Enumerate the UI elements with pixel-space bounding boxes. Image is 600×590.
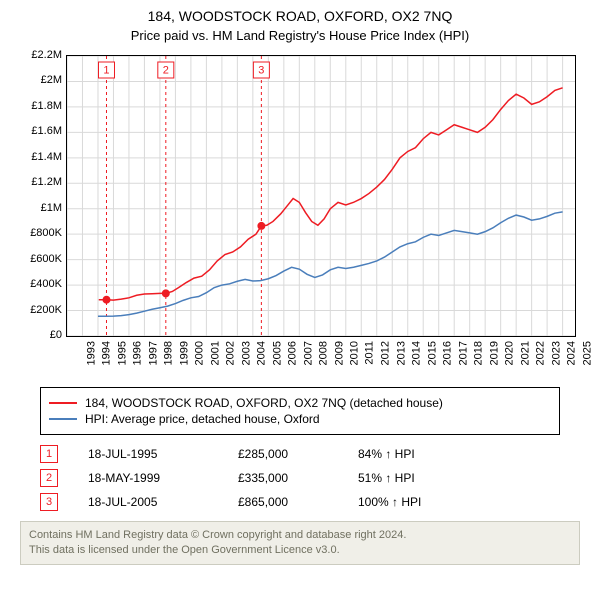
sale-dot-2 xyxy=(162,289,170,297)
sale-price: £865,000 xyxy=(238,495,358,509)
xtick-label: 2018 xyxy=(473,341,485,365)
footer-attribution: Contains HM Land Registry data © Crown c… xyxy=(20,521,580,565)
sale-label-text-3: 3 xyxy=(258,64,264,76)
xtick-label: 2025 xyxy=(581,341,593,365)
xtick-label: 2004 xyxy=(256,341,268,365)
ytick-label: £0 xyxy=(20,329,62,341)
ytick-label: £1.2M xyxy=(20,176,62,188)
ytick-label: £1.4M xyxy=(20,151,62,163)
sale-dot-1 xyxy=(102,296,110,304)
xtick-label: 1994 xyxy=(101,341,113,365)
xtick-label: 1993 xyxy=(85,341,97,365)
xtick-label: 2006 xyxy=(287,341,299,365)
legend-item-property: 184, WOODSTOCK ROAD, OXFORD, OX2 7NQ (de… xyxy=(49,396,551,410)
ytick-label: £2.2M xyxy=(20,49,62,61)
xtick-label: 1999 xyxy=(178,341,190,365)
plot-inner: 1 2 3 xyxy=(66,55,576,337)
legend: 184, WOODSTOCK ROAD, OXFORD, OX2 7NQ (de… xyxy=(40,387,560,435)
legend-label: 184, WOODSTOCK ROAD, OXFORD, OX2 7NQ (de… xyxy=(85,396,443,410)
sale-price: £285,000 xyxy=(238,447,358,461)
plot-svg: 1 2 3 xyxy=(67,56,575,336)
ytick-label: £400K xyxy=(20,278,62,290)
xtick-label: 1998 xyxy=(163,341,175,365)
legend-item-hpi: HPI: Average price, detached house, Oxfo… xyxy=(49,412,551,426)
ytick-label: £200K xyxy=(20,304,62,316)
chart-title-subtitle: Price paid vs. HM Land Registry's House … xyxy=(8,28,592,43)
sale-date: 18-JUL-1995 xyxy=(88,447,238,461)
chart-title-address: 184, WOODSTOCK ROAD, OXFORD, OX2 7NQ xyxy=(8,8,592,24)
legend-label: HPI: Average price, detached house, Oxfo… xyxy=(85,412,320,426)
sale-pct: 51% ↑ HPI xyxy=(358,471,458,485)
ytick-label: £600K xyxy=(20,253,62,265)
sale-marker-3: 3 xyxy=(40,493,58,511)
sales-table: 1 18-JUL-1995£285,00084% ↑ HPI 2 18-MAY-199… xyxy=(40,445,560,511)
ytick-label: £1.6M xyxy=(20,125,62,137)
sales-row-3: 3 18-JUL-2005£865,000100% ↑ HPI xyxy=(40,493,560,511)
footer-line-1: Contains HM Land Registry data © Crown c… xyxy=(29,528,571,543)
ytick-label: £800K xyxy=(20,227,62,239)
sale-price: £335,000 xyxy=(238,471,358,485)
ytick-label: £2M xyxy=(20,74,62,86)
chart-container: 184, WOODSTOCK ROAD, OXFORD, OX2 7NQ Pri… xyxy=(0,0,600,573)
xtick-label: 2012 xyxy=(380,341,392,365)
xtick-label: 2010 xyxy=(349,341,361,365)
xtick-label: 2017 xyxy=(457,341,469,365)
xtick-label: 2003 xyxy=(240,341,252,365)
sales-row-2: 2 18-MAY-1999£335,00051% ↑ HPI xyxy=(40,469,560,487)
sale-pct: 84% ↑ HPI xyxy=(358,447,458,461)
xtick-label: 2001 xyxy=(209,341,221,365)
xtick-label: 2000 xyxy=(194,341,206,365)
sale-marker-2: 2 xyxy=(40,469,58,487)
ytick-label: £1.8M xyxy=(20,100,62,112)
xtick-label: 2008 xyxy=(318,341,330,365)
xtick-label: 2011 xyxy=(363,341,375,365)
xtick-label: 2016 xyxy=(442,341,454,365)
xtick-label: 2020 xyxy=(504,341,516,365)
sale-pct: 100% ↑ HPI xyxy=(358,495,458,509)
ytick-label: £1M xyxy=(20,202,62,214)
xtick-label: 2019 xyxy=(488,341,500,365)
sale-dot-3 xyxy=(257,222,265,230)
footer-line-2: This data is licensed under the Open Gov… xyxy=(29,543,571,558)
xtick-label: 2023 xyxy=(550,341,562,365)
legend-swatch xyxy=(49,402,77,404)
xtick-label: 2005 xyxy=(271,341,283,365)
sale-label-text-2: 2 xyxy=(163,64,169,76)
xtick-label: 2009 xyxy=(333,341,345,365)
xtick-label: 1995 xyxy=(116,341,128,365)
sale-marker-1: 1 xyxy=(40,445,58,463)
plot-area: 1 2 3 £0 £200K £400K £600K £800K £1M £1.2M £1.4M £1… xyxy=(20,49,580,379)
xtick-label: 1997 xyxy=(147,341,159,365)
xtick-label: 2024 xyxy=(566,341,578,365)
sale-date: 18-MAY-1999 xyxy=(88,471,238,485)
xtick-label: 2015 xyxy=(426,341,438,365)
xtick-label: 2021 xyxy=(519,341,531,365)
xtick-label: 1996 xyxy=(132,341,144,365)
xtick-label: 2013 xyxy=(395,341,407,365)
legend-swatch xyxy=(49,418,77,420)
sale-label-text-1: 1 xyxy=(103,64,109,76)
sales-row-1: 1 18-JUL-1995£285,00084% ↑ HPI xyxy=(40,445,560,463)
xtick-label: 2002 xyxy=(225,341,237,365)
xtick-label: 2022 xyxy=(535,341,547,365)
sale-date: 18-JUL-2005 xyxy=(88,495,238,509)
xtick-label: 2014 xyxy=(411,341,423,365)
xtick-label: 2007 xyxy=(302,341,314,365)
